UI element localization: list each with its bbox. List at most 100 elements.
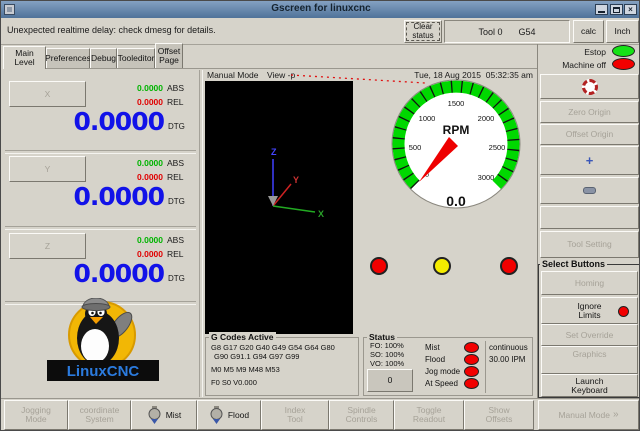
sidebar-border	[537, 44, 538, 398]
axis-y-button[interactable]: Y	[9, 156, 86, 182]
tool-pill-button[interactable]	[540, 177, 639, 204]
axis-x-button[interactable]: X	[9, 81, 86, 107]
window-icon	[4, 4, 15, 15]
jog-mode-label: Jog mode	[425, 367, 461, 376]
gauge-tick-0: 0	[425, 172, 429, 179]
gremlin-3d-view[interactable]: Z Y X	[205, 81, 353, 334]
blank-button[interactable]	[540, 206, 639, 229]
spindle-led-right	[500, 257, 518, 275]
paned-divider[interactable]	[199, 70, 203, 397]
tab-debug[interactable]: Debug	[90, 48, 117, 69]
manual-mode-button[interactable]: Manual Mode »	[538, 400, 639, 430]
toggle-readout-button[interactable]: Toggle Readout	[394, 400, 464, 430]
jog-increment-spinner[interactable]: 0	[367, 369, 413, 392]
coordinate-system-button[interactable]: coordinate System	[68, 400, 131, 430]
work-offset: G54	[518, 26, 536, 37]
z-abs-value: 0.0000	[137, 235, 163, 245]
spindle-controls-button[interactable]: Spindle Controls	[329, 400, 394, 430]
calc-button[interactable]: calc	[573, 20, 604, 43]
z-rel-value: 0.0000	[137, 249, 163, 259]
select-buttons-title: Select Buttons	[540, 259, 608, 269]
gcodes-line3: M0 M5 M9 M48 M53	[211, 365, 280, 374]
spindle-override: SO: 100%	[370, 350, 405, 359]
penguin-beak	[90, 317, 103, 324]
mist-led	[464, 342, 479, 353]
tool-readout-panel[interactable]: Tool 0 G54	[444, 20, 570, 43]
flood-led	[464, 354, 479, 365]
x-abs-value: 0.0000	[137, 83, 163, 93]
x-abs-label: ABS	[167, 83, 185, 93]
flood-label: Flood	[425, 355, 446, 364]
jog-rate-value: 30.00 IPM	[489, 355, 526, 364]
close-button[interactable]: ×	[624, 4, 637, 15]
graphics-button[interactable]: Graphics	[541, 346, 638, 374]
gcodes-line4: F0 S0 V0.000	[211, 378, 257, 387]
tool-cone	[268, 196, 278, 206]
gauge-tick-3000: 3000	[478, 173, 495, 182]
jog-increment-value: continuous	[489, 343, 528, 352]
gauge-tick-1000: 1000	[419, 114, 436, 123]
mist-label: Mist	[425, 343, 440, 352]
y-dtg-label: DTG	[168, 197, 185, 206]
tab-offset-page[interactable]: Offset Page	[155, 43, 183, 69]
spindle-led-center	[433, 257, 451, 275]
gcodes-line1: G8 G17 G20 G40 G49 G54 G64 G80	[211, 343, 335, 352]
origin-dial-button[interactable]	[540, 74, 639, 99]
units-button[interactable]: Inch	[606, 20, 639, 43]
gauge-tick-500: 500	[409, 143, 422, 152]
jog-cross-button[interactable]: +	[540, 146, 639, 175]
titlebar: Gscreen for linuxcnc ×	[1, 1, 639, 18]
zero-origin-button[interactable]: Zero Origin	[540, 101, 639, 123]
minimize-button[interactable]	[595, 4, 608, 15]
dro-separator	[5, 226, 196, 230]
mist-button[interactable]: Mist	[131, 400, 197, 430]
dro-separator	[5, 150, 196, 154]
linuxcnc-logo: LinuxCNC	[47, 298, 159, 381]
spindle-led-left	[370, 257, 388, 275]
rpm-gauge: 0 500 1000 1500 2000 2500 3000 RPM 0.0	[391, 79, 521, 209]
manual-mode-arrow-icon: »	[612, 408, 619, 420]
at-speed-label: At Speed	[425, 379, 458, 388]
x-dtg-label: DTG	[168, 122, 185, 131]
z-abs-label: ABS	[167, 235, 185, 245]
z-rel-label: REL	[167, 249, 184, 259]
ignore-limits-button[interactable]: Ignore Limits	[541, 297, 638, 324]
window-title: Gscreen for linuxcnc	[271, 3, 371, 14]
gcodes-line2: G90 G91.1 G94 G97 G99	[214, 352, 300, 361]
launch-keyboard-button[interactable]: Launch Keyboard	[541, 374, 638, 397]
clear-status-button[interactable]: Clear status	[404, 20, 442, 43]
jog-mode-led	[464, 366, 479, 377]
index-tool-button[interactable]: Index Tool	[261, 400, 329, 430]
tool-number: Tool 0	[478, 26, 503, 37]
flood-icon	[210, 406, 223, 424]
origin-dial-icon	[581, 78, 598, 95]
tool-pill-icon	[583, 187, 596, 194]
axis-z-button[interactable]: Z	[9, 233, 86, 259]
gauge-tick-1500: 1500	[448, 99, 465, 108]
homing-button[interactable]: Homing	[541, 271, 638, 295]
tool-setting-button[interactable]: Tool Setting	[540, 231, 639, 258]
tab-preferences[interactable]: Preferences	[45, 48, 91, 69]
show-offsets-button[interactable]: Show Offsets	[464, 400, 534, 430]
flood-button[interactable]: Flood	[197, 400, 261, 430]
tab-main-level[interactable]: Main Level	[3, 46, 46, 69]
view-label: View -p	[267, 70, 296, 80]
status-frame	[363, 337, 533, 396]
statusbar-divider	[1, 44, 639, 45]
tab-tooleditor[interactable]: Tooleditor	[117, 48, 155, 69]
gauge-title: RPM	[443, 123, 470, 137]
y-abs-value: 0.0000	[137, 158, 163, 168]
offset-origin-button[interactable]: Offset Origin	[540, 124, 639, 145]
y-rel-label: REL	[167, 172, 184, 182]
machine-off-label: Machine off	[562, 60, 606, 70]
jogging-mode-button[interactable]: Jogging Mode	[4, 400, 68, 430]
jog-cross-icon: +	[585, 152, 594, 168]
notebook-border	[3, 68, 537, 69]
maximize-button[interactable]	[610, 4, 623, 15]
estop-label: Estop	[584, 47, 606, 57]
set-override-button[interactable]: Set Override	[541, 324, 638, 346]
realtime-delay-message: Unexpected realtime delay: check dmesg f…	[7, 25, 216, 35]
z-axis-letter: Z	[271, 147, 277, 157]
machine-off-led	[612, 58, 635, 70]
